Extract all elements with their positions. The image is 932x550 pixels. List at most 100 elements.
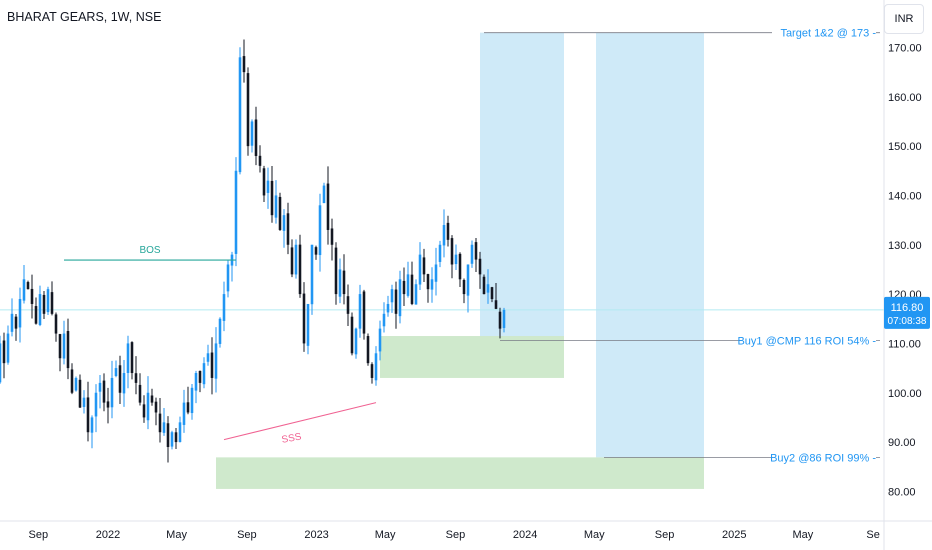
candle [430,267,434,303]
candle [374,346,378,386]
candle-body [22,279,26,301]
candle [442,209,446,258]
candle-body [54,314,58,334]
candle [286,202,290,255]
candle [154,397,158,426]
candle [82,390,86,414]
y-tick-label: 80.00 [888,486,916,498]
candle-body [410,274,414,304]
candle [382,302,386,333]
bos-label: BOS [139,245,160,256]
candle-body [286,213,290,245]
candle [90,415,94,449]
candle-body [218,318,222,344]
candle-body [6,333,10,363]
candle-body [406,274,410,296]
candle [66,318,70,380]
candle [410,261,414,306]
candle [434,247,438,296]
candle [446,215,450,247]
level-label-bg [772,449,876,466]
candle-body [46,289,50,313]
candle [414,279,418,305]
chart-title: BHARAT GEARS, 1W, NSE [7,10,162,24]
candle-body [314,247,318,255]
candle [254,106,258,166]
candle [302,282,306,352]
candle-body [426,274,430,290]
candle-body [310,244,314,305]
candle-body [106,401,110,408]
candle-body [2,340,6,364]
candle [138,373,142,406]
candle [158,397,162,443]
candle [98,374,102,409]
currency-button[interactable]: INR [884,4,924,34]
candle [62,320,66,365]
x-tick-label: 2024 [513,529,537,541]
candle [470,240,474,268]
candle [226,259,230,298]
y-tick-label: 150.00 [888,141,922,153]
candle [0,335,2,384]
candle-body [66,331,70,369]
candle [270,166,274,223]
candle-body [442,225,446,246]
price-badge-value: 116.80 [891,302,924,314]
sss-label: SSS [281,431,303,445]
target-zone [596,32,704,458]
candle [486,269,490,304]
candle-body [350,316,354,354]
candle-body [154,401,158,413]
candle-body [210,352,214,378]
candle-body [330,228,334,245]
candle [134,356,138,395]
time-axis[interactable]: Sep 2022 May Sep 2023 May Sep 2024 May Sep 2025 May… [0,520,932,541]
candle-body [162,422,166,433]
candle [474,237,478,273]
candle [378,320,382,361]
candle-body [122,373,126,394]
candle [234,157,238,267]
candle [314,245,318,260]
candle-body [474,242,478,260]
candle [86,381,90,442]
candle [242,39,246,83]
candle-body [214,343,218,379]
candle [334,242,338,305]
candle [18,287,22,343]
candle [166,416,170,463]
candle-body [430,279,434,290]
candle-body [374,353,378,381]
candle [58,333,62,372]
candle [370,362,374,384]
candle [310,244,314,315]
candle-body [470,244,474,264]
candle-body [290,247,294,275]
candle-body [498,311,502,329]
candle [466,264,470,313]
candle [10,298,14,337]
candle-body [26,282,30,290]
candle [458,252,462,288]
candle [362,289,366,340]
x-tick-label: Sep [237,529,257,541]
candle-body [86,397,90,433]
candle-body [142,404,146,418]
candle-body [462,280,466,295]
price-axis[interactable]: 80.0090.00100.00110.00120.00130.00140.00… [883,0,922,550]
annotations-layer: BOS SSS Target 1&2 @ 173 - Buy1 @CMP 116 RO… [64,24,880,466]
candle [390,284,394,313]
candle-body [354,328,358,355]
candle [398,270,402,324]
candle-body [434,264,438,282]
candle [274,180,278,224]
candle [346,284,350,327]
candle-body [42,294,46,314]
candle [294,239,298,279]
candle [426,273,430,303]
candle-body [90,417,94,433]
x-tick-label: May [166,529,187,541]
level-label-bg [772,24,876,41]
